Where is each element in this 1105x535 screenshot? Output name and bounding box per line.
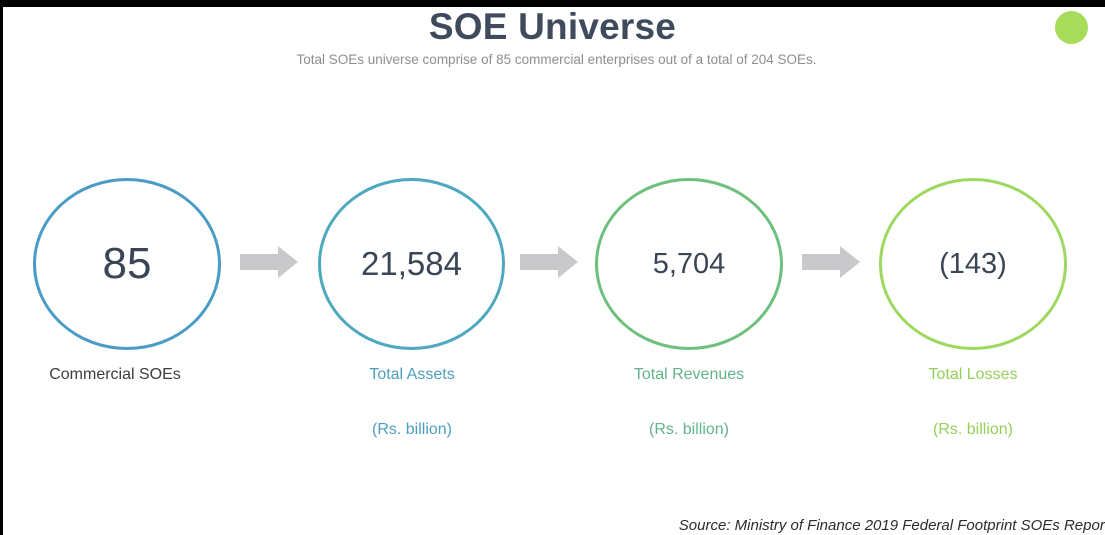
unit-total-losses: (Rs. billion)	[932, 421, 1013, 438]
label-total-revenues: Total Revenues	[633, 366, 745, 383]
source-note: Source: Ministry of Finance 2019 Federal…	[678, 517, 1105, 534]
value-total-revenues: 5,704	[652, 247, 726, 280]
unit-total-assets: (Rs. billion)	[371, 421, 452, 438]
label-total-assets: Total Assets	[369, 366, 455, 383]
circle-total-assets: 21,584	[318, 178, 505, 350]
label-total-losses: Total Losses	[928, 366, 1018, 383]
arrow-right-icon	[240, 246, 298, 278]
top-border	[0, 0, 1105, 7]
circle-total-revenues: 5,704	[595, 178, 783, 350]
status-dot-icon	[1055, 11, 1088, 44]
circle-commercial-soes: 85	[33, 178, 221, 350]
value-total-losses: (143)	[939, 247, 1007, 280]
value-commercial-soes: 85	[102, 239, 152, 288]
circle-total-losses: (143)	[879, 178, 1067, 350]
unit-total-revenues: (Rs. billion)	[648, 421, 729, 438]
arrow-right-icon	[520, 246, 578, 278]
label-commercial-soes: Commercial SOEs	[49, 366, 181, 383]
value-total-assets: 21,584	[361, 245, 462, 282]
arrow-right-icon	[802, 246, 860, 278]
left-border	[0, 0, 3, 535]
page-title: SOE Universe	[428, 6, 677, 47]
page-subtitle: Total SOEs universe comprise of 85 comme…	[296, 52, 817, 67]
